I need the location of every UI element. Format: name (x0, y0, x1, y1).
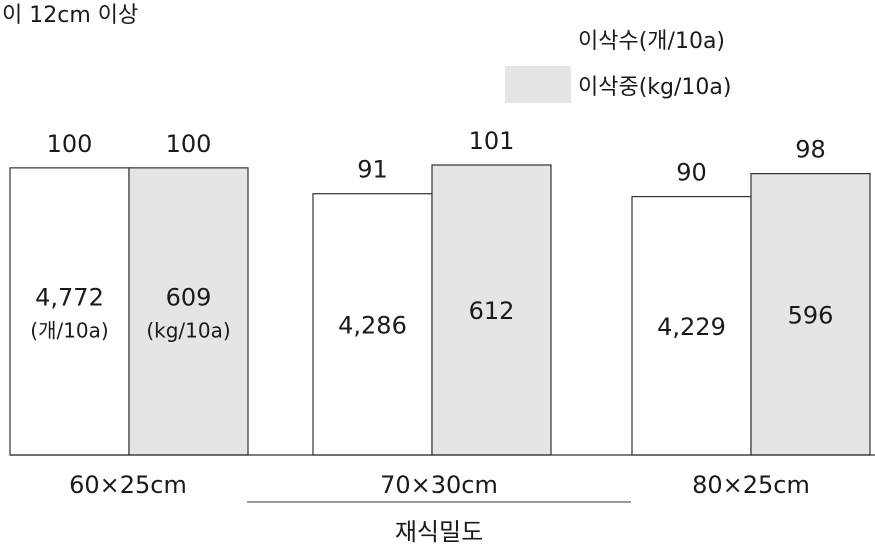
bar (128, 167, 249, 456)
bar-value-label: 4,772 (35, 283, 104, 311)
legend-swatch-weight (505, 66, 571, 103)
bar-value-label: 609 (166, 283, 212, 311)
bar-value-label: 612 (469, 297, 515, 325)
bar-unit-label: (kg/10a) (146, 318, 230, 342)
bar-index-label: 100 (166, 130, 212, 158)
bar-index-label: 98 (795, 136, 826, 164)
x-axis-label: 재식밀도 (395, 518, 483, 546)
bar (9, 167, 130, 456)
bar-index-label: 101 (469, 127, 515, 155)
chart-title: 이 12cm 이상 (2, 3, 138, 28)
bar-value-label: 4,286 (338, 311, 407, 339)
category-label: 80×25cm (692, 471, 810, 499)
bar-labels: 100 4,772 (개/10a) 100 609 (kg/10a) 91 4,286 101 6… (30, 127, 833, 342)
bar (431, 164, 552, 456)
legend: 이삭수(개/10a) 이삭중(kg/10a) (505, 29, 731, 103)
legend-label-count: 이삭수(개/10a) (578, 29, 725, 54)
bar-index-label: 100 (47, 130, 93, 158)
legend-label-weight: 이삭중(kg/10a) (578, 75, 731, 100)
bar-unit-label: (개/10a) (30, 318, 108, 342)
category-label: 60×25cm (69, 471, 187, 499)
category-labels: 60×25cm 70×30cm 80×25cm (69, 471, 810, 499)
bars (9, 164, 871, 456)
bar-index-label: 90 (676, 159, 707, 187)
bar (750, 173, 871, 456)
category-label: 70×30cm (380, 471, 498, 499)
bar (312, 193, 433, 456)
bar (631, 195, 752, 456)
bar-value-label: 596 (788, 301, 834, 329)
bar-value-label: 4,229 (657, 313, 726, 341)
bar-index-label: 91 (357, 156, 388, 184)
